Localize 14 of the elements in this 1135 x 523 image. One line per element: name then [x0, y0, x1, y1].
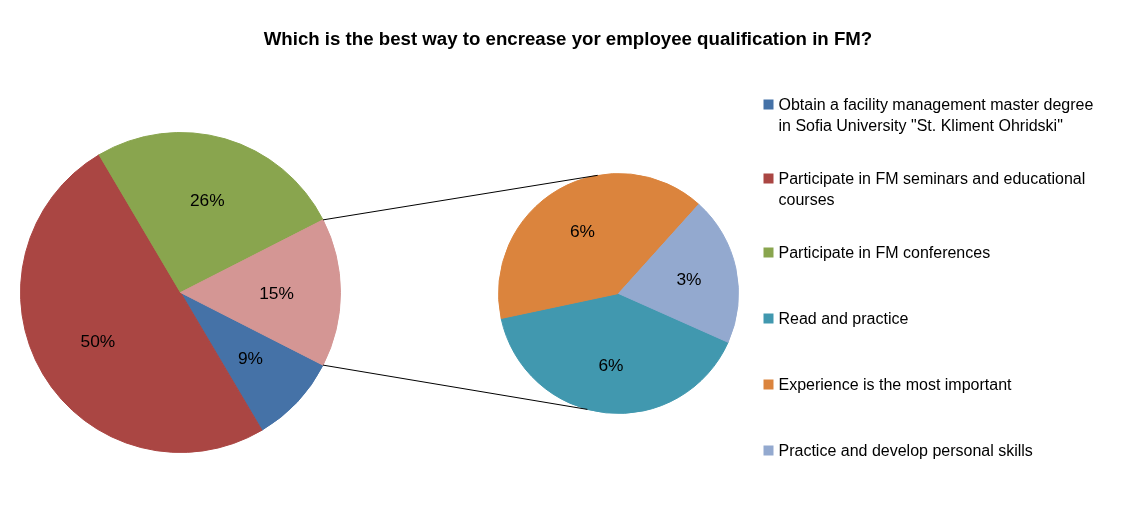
chart-title: Which is the best way to encrease yor employee qualification in FM? [263, 28, 873, 49]
legend-label: Participate in FM conferences [778, 243, 991, 261]
data-label: 9% [237, 348, 264, 369]
data-label: 50% [80, 331, 116, 352]
data-label: 6% [598, 355, 624, 376]
legend-label: Read and practice [778, 309, 909, 327]
legend-label: Obtain a facility management master degree in Sofia University "St. Kliment Ohridski" [778, 95, 1094, 134]
legend-label: Practice and develop personal skills [778, 441, 1033, 459]
data-label: 15% [259, 282, 294, 303]
data-label: 3% [676, 268, 702, 289]
legend-label: Participate in FM seminars and educational courses [778, 169, 1086, 208]
data-label: 26% [189, 190, 225, 211]
data-label: 6% [569, 221, 596, 242]
legend-label: Experience is the most important [778, 375, 1013, 393]
